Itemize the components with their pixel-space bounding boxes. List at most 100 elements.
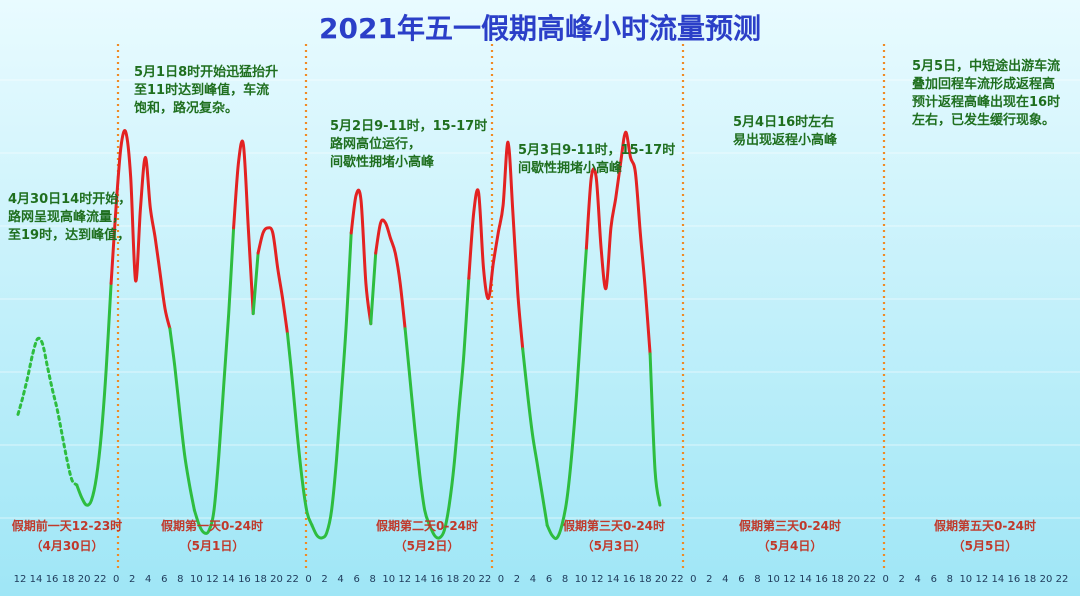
normal-line-segment <box>648 352 662 507</box>
normal-line-segment <box>369 251 378 326</box>
x-tick-label: 22 <box>863 574 876 585</box>
x-tick-label: 10 <box>959 574 972 585</box>
annotation-text: 5月1日8时开始迅猛抬升至11时达到峰值，车流饱和，路况复杂。 <box>133 64 278 116</box>
x-tick-label: 12 <box>14 574 27 585</box>
day-labels: 假期前一天12-23时 （4月30日） 假期第一天0-24时 （5月1日） 假期第二天0… <box>12 518 1036 553</box>
normal-line-segment <box>251 251 260 316</box>
x-tick-label: 14 <box>799 574 812 585</box>
peak-line-segment <box>256 226 289 336</box>
x-tick-label: 0 <box>882 574 888 585</box>
x-tick-label: 4 <box>915 574 921 585</box>
x-tick-labels: 12 14 16 18 20 22 0 2 4 6 8 10 12 14 16 18 20 22 0 2 4 6 8 10 12… <box>14 574 1069 585</box>
day-date-label: （4月30日） <box>30 538 103 553</box>
x-tick-label: 14 <box>414 574 427 585</box>
day-label: 假期第一天0-24时 <box>161 518 263 533</box>
normal-line-segment <box>192 226 236 535</box>
normal-line-segment <box>310 231 353 540</box>
x-tick-label: 22 <box>286 574 299 585</box>
normal-line-segment <box>168 327 196 512</box>
x-tick-label: 0 <box>498 574 504 585</box>
x-tick-label: 12 <box>975 574 988 585</box>
day-date-label: （5月3日） <box>582 538 647 553</box>
x-tick-label: 4 <box>530 574 536 585</box>
annotation-text: 5月4日16时左右易出现返程小高峰 <box>733 114 838 148</box>
peak-line-segment <box>584 130 652 356</box>
x-tick-label: 10 <box>767 574 780 585</box>
x-tick-label: 2 <box>129 574 135 585</box>
x-tick-label: 14 <box>30 574 43 585</box>
x-tick-label: 16 <box>815 574 828 585</box>
x-tick-label: 0 <box>690 574 696 585</box>
x-tick-label: 14 <box>992 574 1005 585</box>
annotation-text: 5月5日，中短途出游车流叠加回程车流形成返程高预计返程高峰出现在16时左右，已发… <box>912 58 1060 128</box>
day-date-label: （5月5日） <box>953 538 1018 553</box>
x-tick-label: 20 <box>270 574 283 585</box>
x-tick-label: 16 <box>1008 574 1021 585</box>
flow-lines <box>16 129 662 540</box>
x-tick-label: 6 <box>546 574 552 585</box>
peak-line-segment <box>374 218 407 331</box>
normal-line-segment <box>16 336 79 487</box>
x-tick-label: 18 <box>1024 574 1037 585</box>
peak-line-segment <box>467 140 525 351</box>
x-tick-label: 20 <box>78 574 91 585</box>
x-tick-label: 18 <box>254 574 267 585</box>
x-tick-label: 8 <box>562 574 568 585</box>
x-tick-label: 22 <box>1056 574 1069 585</box>
x-tick-label: 8 <box>177 574 183 585</box>
x-tick-label: 4 <box>145 574 151 585</box>
x-tick-label: 18 <box>446 574 459 585</box>
x-tick-label: 8 <box>754 574 760 585</box>
x-tick-label: 6 <box>353 574 359 585</box>
x-tick-label: 4 <box>722 574 728 585</box>
peak-line-segment <box>109 129 172 331</box>
day-label: 假期第二天0-24时 <box>376 518 478 533</box>
normal-line-segment <box>428 276 471 540</box>
x-tick-label: 10 <box>190 574 203 585</box>
x-tick-label: 20 <box>1040 574 1053 585</box>
x-tick-label: 20 <box>655 574 668 585</box>
x-tick-label: 12 <box>783 574 796 585</box>
annotation-text: 5月3日9-11时，15-17时间歇性拥堵小高峰 <box>518 142 675 176</box>
x-tick-label: 20 <box>847 574 860 585</box>
x-tick-label: 16 <box>238 574 251 585</box>
x-tick-label: 8 <box>369 574 375 585</box>
x-tick-label: 14 <box>607 574 620 585</box>
x-tick-label: 12 <box>591 574 604 585</box>
x-tick-label: 22 <box>671 574 684 585</box>
day-label: 假期前一天12-23时 <box>12 518 122 533</box>
x-tick-label: 22 <box>479 574 492 585</box>
day-label: 假期第三天0-24时 <box>563 518 665 533</box>
annotations: 4月30日14时开始，路网呈现高峰流量，至19时，达到峰值， 5月1日8时开始迅猛… <box>8 58 1060 243</box>
x-tick-label: 8 <box>947 574 953 585</box>
x-tick-label: 2 <box>321 574 327 585</box>
x-tick-label: 6 <box>738 574 744 585</box>
day-label: 假期第三天0-24时 <box>739 518 841 533</box>
x-tick-label: 4 <box>337 574 343 585</box>
x-tick-label: 20 <box>462 574 475 585</box>
annotation-text: 5月2日9-11时，15-17时路网高位运行，间歇性拥堵小高峰 <box>330 118 487 170</box>
day-label: 假期第五天0-24时 <box>934 518 1036 533</box>
x-tick-label: 2 <box>899 574 905 585</box>
x-tick-label: 0 <box>113 574 119 585</box>
normal-line-segment <box>403 327 432 527</box>
x-tick-label: 6 <box>931 574 937 585</box>
x-tick-label: 12 <box>206 574 219 585</box>
x-tick-label: 12 <box>398 574 411 585</box>
x-tick-label: 16 <box>46 574 59 585</box>
x-tick-label: 10 <box>382 574 395 585</box>
x-tick-label: 6 <box>161 574 167 585</box>
x-tick-label: 16 <box>623 574 636 585</box>
day-date-label: （5月2日） <box>395 538 460 553</box>
x-tick-label: 2 <box>514 574 520 585</box>
normal-line-segment <box>75 281 113 507</box>
normal-line-segment <box>521 347 549 527</box>
peak-line-segment <box>349 188 373 326</box>
day-date-label: （5月4日） <box>758 538 823 553</box>
day-dividers <box>116 44 886 572</box>
x-tick-label: 16 <box>430 574 443 585</box>
normal-line-segment <box>286 332 314 527</box>
chart-title: 2021年五一假期高峰小时流量预测 <box>319 12 761 45</box>
